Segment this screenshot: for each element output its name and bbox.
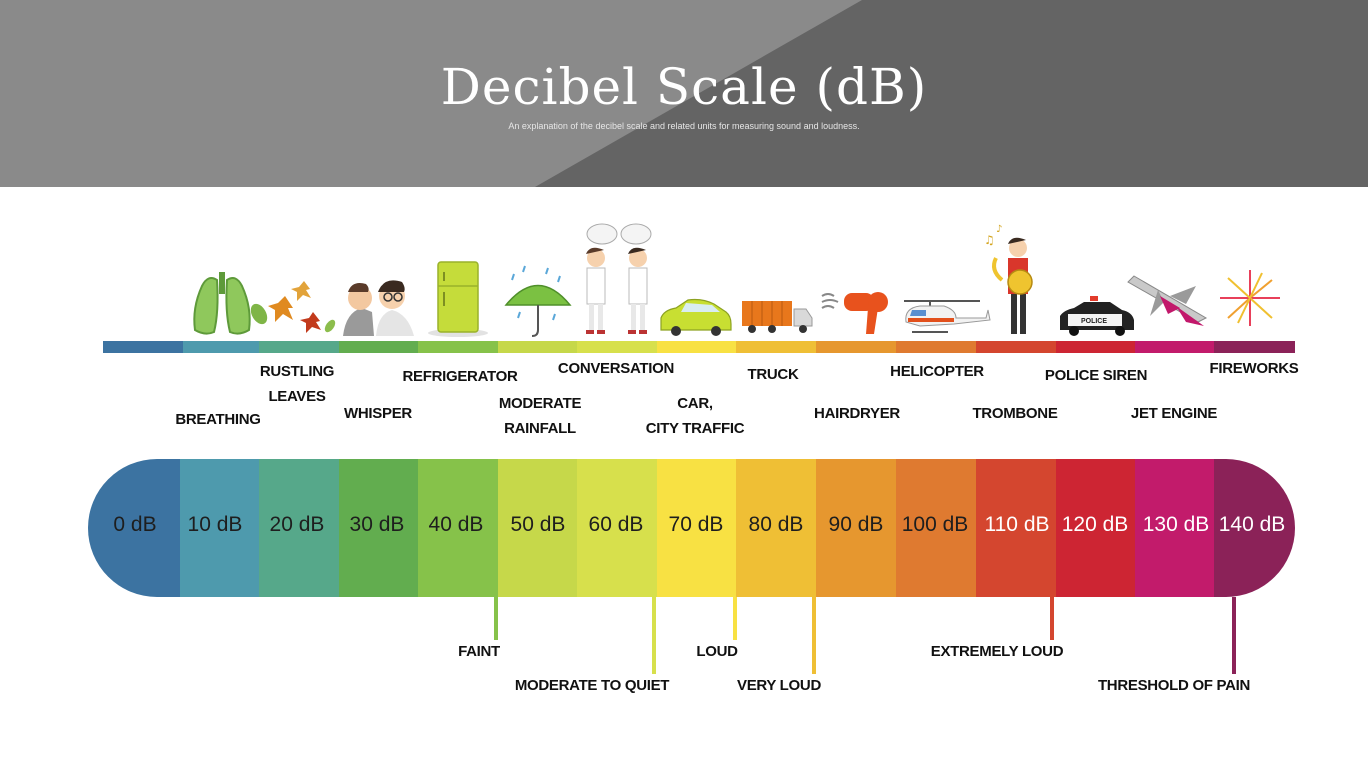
scale-segment xyxy=(418,459,499,597)
strip-segment xyxy=(498,341,578,353)
lungs-icon xyxy=(193,272,251,335)
level-label: VERY LOUD xyxy=(737,677,821,694)
db-value-label: 70 dB xyxy=(668,513,724,536)
truck-icon xyxy=(742,301,813,333)
hairdryer-icon xyxy=(821,292,888,334)
level-marker-line xyxy=(733,597,737,640)
db-value-label: 80 dB xyxy=(748,513,804,536)
source-label: RUSTLING LEAVES xyxy=(259,363,335,405)
level-marker-line xyxy=(494,597,498,640)
db-value-label: 120 dB xyxy=(1061,513,1129,536)
svg-text:♪: ♪ xyxy=(996,224,1002,235)
db-value-label: 100 dB xyxy=(901,513,969,536)
scale-segment xyxy=(577,459,658,597)
level-label: MODERATE TO QUIET xyxy=(514,677,670,694)
scale-segment xyxy=(339,459,419,597)
db-value-label: 110 dB xyxy=(984,513,1050,536)
header-diagonal xyxy=(0,0,862,187)
refrigerator-icon xyxy=(428,261,488,337)
sound-source-icons: ♫ ♪ POLICE xyxy=(193,223,1280,337)
scale-segment xyxy=(1135,459,1215,597)
db-value-label: 20 dB xyxy=(269,513,325,536)
page-title: Decibel Scale (dB) xyxy=(440,58,928,116)
strip-segment xyxy=(339,341,419,353)
scale-segment xyxy=(657,459,737,597)
scale-segment xyxy=(1056,459,1136,597)
strip-segment xyxy=(577,341,658,353)
source-label: TRUCK xyxy=(747,366,799,383)
source-label: BREATHING xyxy=(175,411,261,428)
db-value-label: 130 dB xyxy=(1142,513,1210,536)
strip-segment xyxy=(1214,341,1295,353)
db-value-label: 10 dB xyxy=(187,513,243,536)
source-label: MODERATE RAINFALL xyxy=(498,395,582,437)
source-label: REFRIGERATOR xyxy=(402,368,518,385)
strip-segment xyxy=(1135,341,1215,353)
strip-segment xyxy=(816,341,897,353)
scale-segment xyxy=(736,459,817,597)
strip-segment xyxy=(103,341,184,353)
strip-segment xyxy=(976,341,1057,353)
source-label: FIREWORKS xyxy=(1209,360,1299,377)
helicopter-icon xyxy=(904,300,991,333)
whisper-icon xyxy=(343,280,414,336)
trombone-icon: ♫ ♪ xyxy=(984,224,1033,334)
source-label: TROMBONE xyxy=(972,405,1058,422)
db-value-label: 60 dB xyxy=(588,513,644,536)
source-label: POLICE SIREN xyxy=(1044,367,1148,384)
db-value-label: 50 dB xyxy=(510,513,566,536)
db-value-label: 40 dB xyxy=(428,513,484,536)
source-label: CONVERSATION xyxy=(557,360,675,377)
scale-segment xyxy=(180,459,260,597)
level-label: EXTREMELY LOUD xyxy=(930,643,1064,660)
source-label: HAIRDRYER xyxy=(814,405,900,422)
db-value-label: 140 dB xyxy=(1218,513,1286,536)
strip-segment xyxy=(418,341,499,353)
fireworks-icon xyxy=(1220,270,1280,326)
level-marker-line xyxy=(812,597,816,674)
header-banner: Decibel Scale (dB) An explanation of the… xyxy=(0,0,1368,187)
strip-segment xyxy=(896,341,977,353)
strip-segment xyxy=(259,341,340,353)
level-label: FAINT xyxy=(458,643,500,660)
level-label: LOUD xyxy=(696,643,738,660)
db-value-label: 0 dB xyxy=(113,513,157,536)
scale-segment xyxy=(816,459,897,597)
strip-segment xyxy=(657,341,737,353)
jet-icon xyxy=(1127,275,1208,326)
page-subtitle: An explanation of the decibel scale and … xyxy=(508,121,860,131)
level-marker-line xyxy=(1050,597,1054,640)
car-icon xyxy=(660,298,732,336)
source-label: JET ENGINE xyxy=(1130,405,1218,422)
police-car-icon: POLICE xyxy=(1060,296,1134,336)
source-label: WHISPER xyxy=(344,405,412,422)
police-text: POLICE xyxy=(1081,318,1107,325)
source-label: HELICOPTER xyxy=(890,363,984,380)
scale-segment xyxy=(259,459,340,597)
strip-segment xyxy=(736,341,817,353)
source-label: CAR, CITY TRAFFIC xyxy=(645,395,745,437)
leaves-icon xyxy=(250,281,336,333)
level-label: THRESHOLD OF PAIN xyxy=(1097,677,1251,694)
conversation-icon xyxy=(586,223,652,334)
db-value-label: 30 dB xyxy=(349,513,405,536)
strip-segment xyxy=(1056,341,1136,353)
scale-segment xyxy=(498,459,578,597)
level-marker-line xyxy=(652,597,656,674)
scale-segment xyxy=(896,459,977,597)
svg-text:♫: ♫ xyxy=(984,233,995,247)
scale-segment xyxy=(976,459,1057,597)
level-marker-line xyxy=(1232,597,1236,674)
strip-segment xyxy=(183,341,260,353)
db-value-label: 90 dB xyxy=(828,513,884,536)
umbrella-icon xyxy=(504,265,572,337)
